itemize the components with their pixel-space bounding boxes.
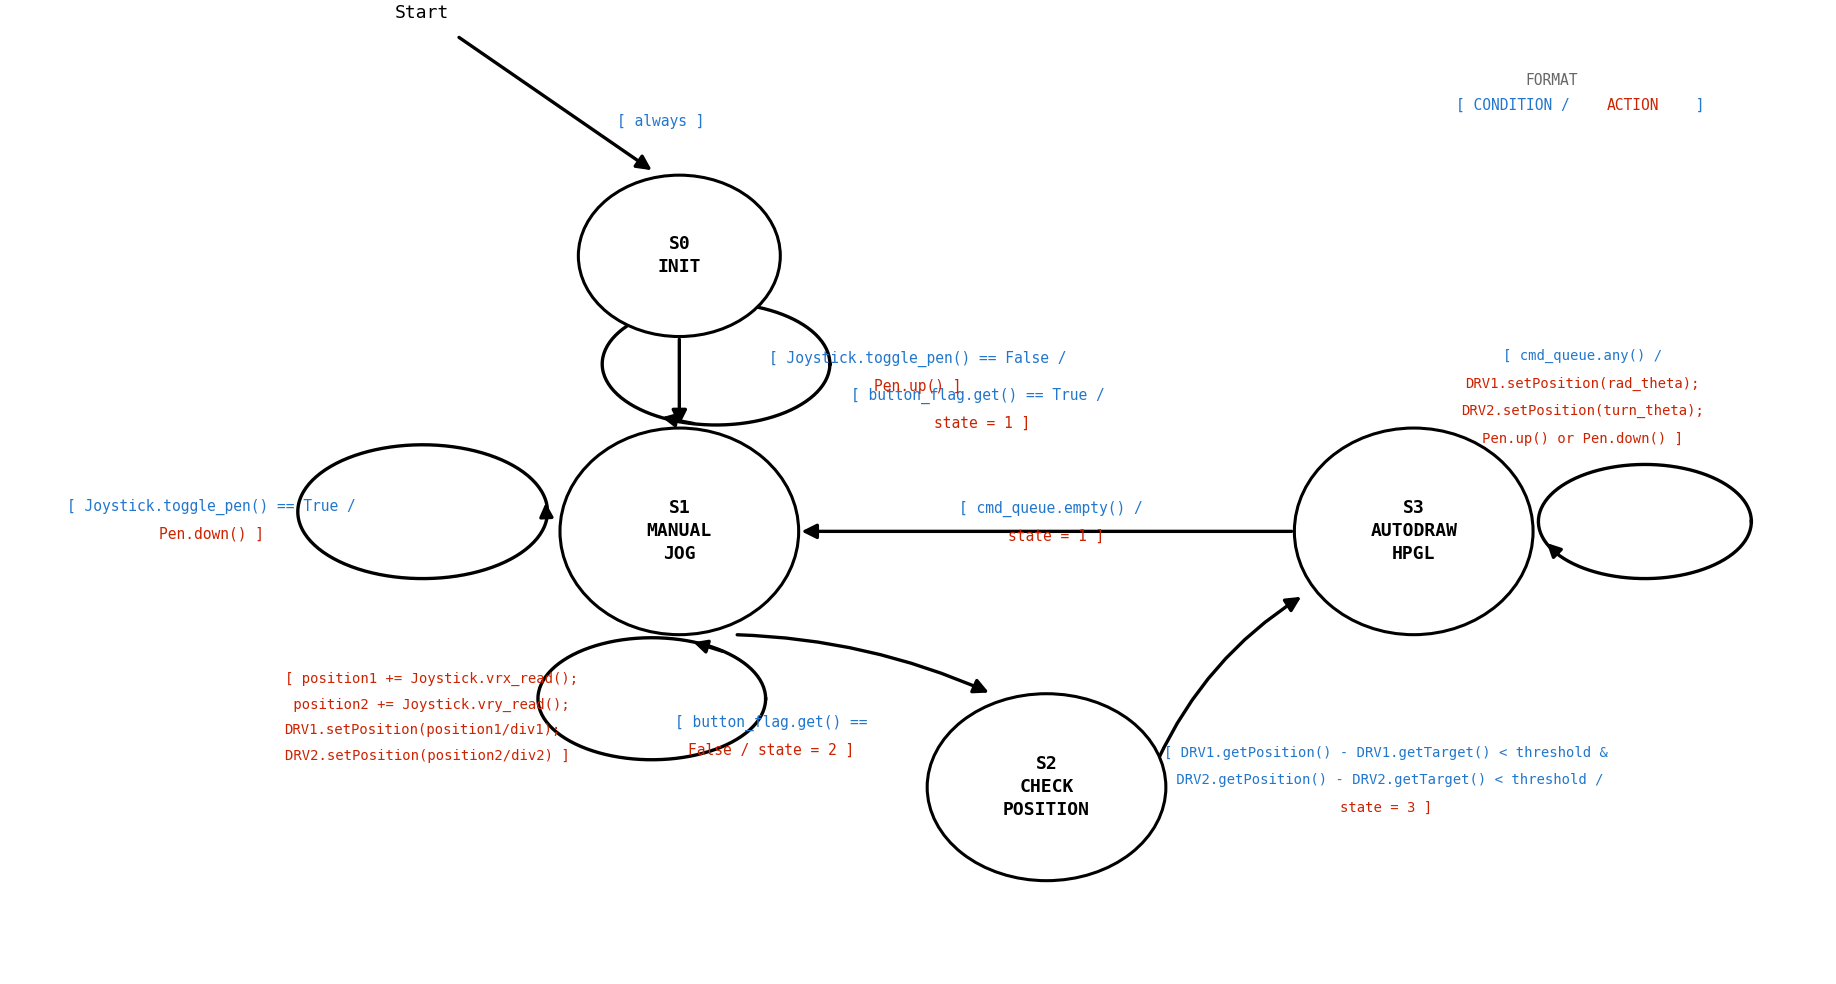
Text: Pen.up() ]: Pen.up() ] — [874, 379, 962, 395]
Text: DRV2.setPosition(position2/div2) ]: DRV2.setPosition(position2/div2) ] — [285, 749, 569, 763]
Text: [ cmd_queue.any() /: [ cmd_queue.any() / — [1504, 349, 1662, 363]
Text: S0
INIT: S0 INIT — [657, 235, 701, 277]
Ellipse shape — [927, 694, 1166, 881]
FancyArrowPatch shape — [674, 339, 685, 421]
Ellipse shape — [560, 428, 799, 635]
Text: S1
MANUAL
JOG: S1 MANUAL JOG — [646, 500, 712, 563]
Text: [ cmd_queue.empty() /: [ cmd_queue.empty() / — [960, 501, 1151, 517]
Text: DRV1.setPosition(position1/div1);: DRV1.setPosition(position1/div1); — [285, 723, 562, 737]
Text: Pen.down() ]: Pen.down() ] — [158, 526, 264, 542]
Text: False / state = 2 ]: False / state = 2 ] — [688, 743, 854, 759]
Text: [ CONDITION /: [ CONDITION / — [1456, 97, 1579, 113]
Text: S2
CHECK
POSITION: S2 CHECK POSITION — [1002, 756, 1091, 819]
FancyArrowPatch shape — [1159, 599, 1298, 760]
Text: FORMAT: FORMAT — [1526, 73, 1577, 89]
Text: [ button_flag.get() == True /: [ button_flag.get() == True / — [852, 388, 1113, 403]
Ellipse shape — [1294, 428, 1533, 635]
Text: state = 1 ]: state = 1 ] — [1008, 528, 1103, 544]
Text: position2 += Joystick.vry_read();: position2 += Joystick.vry_read(); — [285, 698, 569, 711]
Text: Start: Start — [395, 4, 450, 22]
Text: S3
AUTODRAW
HPGL: S3 AUTODRAW HPGL — [1370, 500, 1458, 563]
Text: Pen.up() or Pen.down() ]: Pen.up() or Pen.down() ] — [1482, 432, 1684, 446]
Text: [ Joystick.toggle_pen() == True /: [ Joystick.toggle_pen() == True / — [66, 499, 356, 515]
Ellipse shape — [578, 175, 780, 337]
Text: DRV2.getPosition() - DRV2.getTarget() < threshold /: DRV2.getPosition() - DRV2.getTarget() < … — [1168, 773, 1605, 787]
Text: [ DRV1.getPosition() - DRV1.getTarget() < threshold &: [ DRV1.getPosition() - DRV1.getTarget() … — [1164, 746, 1608, 760]
Text: state = 3 ]: state = 3 ] — [1340, 801, 1432, 815]
Text: [ Joystick.toggle_pen() == False /: [ Joystick.toggle_pen() == False / — [769, 351, 1067, 367]
Text: DRV1.setPosition(rad_theta);: DRV1.setPosition(rad_theta); — [1465, 377, 1700, 391]
Text: state = 1 ]: state = 1 ] — [935, 415, 1030, 431]
Text: [ button_flag.get() ==: [ button_flag.get() == — [676, 715, 867, 731]
Text: ACTION: ACTION — [1606, 97, 1660, 113]
Text: [ position1 += Joystick.vrx_read();: [ position1 += Joystick.vrx_read(); — [285, 672, 578, 686]
Text: DRV2.setPosition(turn_theta);: DRV2.setPosition(turn_theta); — [1461, 404, 1704, 418]
FancyArrowPatch shape — [806, 525, 1291, 537]
Text: ]: ] — [1687, 97, 1706, 113]
FancyArrowPatch shape — [738, 635, 986, 692]
Text: [ always ]: [ always ] — [617, 113, 705, 129]
